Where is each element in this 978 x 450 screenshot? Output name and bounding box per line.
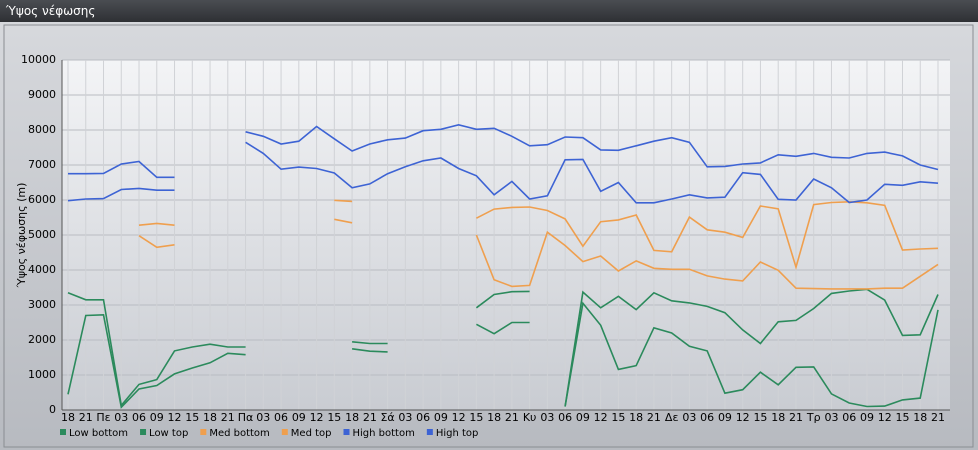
- x-tick-label: 12: [878, 411, 892, 424]
- legend-label: Med bottom: [209, 428, 269, 439]
- x-tick-label: 09: [434, 411, 448, 424]
- y-tick-label: 1000: [28, 368, 56, 381]
- x-tick-label: 21: [505, 411, 519, 424]
- y-tick-label: 5000: [28, 228, 56, 241]
- x-tick-label: 18: [913, 411, 927, 424]
- x-tick-label: Πα: [238, 411, 254, 424]
- x-tick-label: 12: [594, 411, 608, 424]
- y-tick-label: 4000: [28, 263, 56, 276]
- y-tick-label: 9000: [28, 88, 56, 101]
- x-tick-label: 15: [753, 411, 767, 424]
- series-line: [67, 301, 939, 409]
- series-line: [67, 141, 939, 204]
- x-tick-label: 15: [895, 411, 909, 424]
- y-tick-label: 0: [49, 403, 56, 416]
- x-tick-label: 06: [700, 411, 714, 424]
- x-tick-label: 21: [221, 411, 235, 424]
- series-line: [67, 288, 939, 408]
- x-tick-label: 03: [114, 411, 128, 424]
- series-line: [138, 218, 939, 290]
- x-tick-label: 21: [789, 411, 803, 424]
- legend-label: Low top: [149, 428, 188, 439]
- x-tick-label: 09: [150, 411, 164, 424]
- x-tick-label: 21: [647, 411, 661, 424]
- x-tick-label: 18: [771, 411, 785, 424]
- x-tick-label: 03: [824, 411, 838, 424]
- x-tick-label: 18: [487, 411, 501, 424]
- legend-swatch: [140, 429, 147, 435]
- x-tick-label: 03: [682, 411, 696, 424]
- x-tick-label: 06: [558, 411, 572, 424]
- x-tick-label: 18: [345, 411, 359, 424]
- y-tick-label: 2000: [28, 333, 56, 346]
- y-tick-label: 8000: [28, 123, 56, 136]
- legend-swatch: [426, 429, 433, 435]
- x-tick-label: 06: [416, 411, 430, 424]
- x-tick-label: 21: [363, 411, 377, 424]
- y-tick-label: 6000: [28, 193, 56, 206]
- legend-swatch: [200, 429, 207, 435]
- x-tick-label: 21: [931, 411, 945, 424]
- x-tick-label: Κυ: [523, 411, 537, 424]
- legend-swatch: [60, 429, 66, 435]
- x-tick-label: 12: [452, 411, 466, 424]
- title-bar: Ύψος νέφωσης: [0, 0, 978, 22]
- x-tick-label: 15: [185, 411, 199, 424]
- x-tick-label: 03: [256, 411, 270, 424]
- x-tick-label: 12: [168, 411, 182, 424]
- x-tick-label: 06: [842, 411, 856, 424]
- legend-label: High top: [436, 428, 479, 439]
- legend-label: High bottom: [353, 428, 415, 439]
- x-tick-label: 15: [327, 411, 341, 424]
- x-tick-label: 18: [203, 411, 217, 424]
- x-tick-label: Δε: [665, 411, 679, 424]
- y-axis-title: Ύψος νέφωσης (m): [15, 183, 28, 289]
- x-tick-label: 18: [61, 411, 75, 424]
- x-tick-label: 09: [576, 411, 590, 424]
- x-tick-label: 15: [469, 411, 483, 424]
- x-tick-label: Πε: [96, 411, 110, 424]
- series-line: [138, 199, 939, 271]
- legend-swatch: [343, 429, 350, 435]
- legend-label: Low bottom: [69, 428, 128, 439]
- x-tick-label: 06: [274, 411, 288, 424]
- x-tick-label: 03: [398, 411, 412, 424]
- x-tick-label: 09: [860, 411, 874, 424]
- x-tick-label: 18: [629, 411, 643, 424]
- legend-label: Med top: [291, 428, 332, 439]
- chart: Ύψος νέφωσης (m) 0 1000 2000 3000 4000 5000 60…: [3, 24, 974, 448]
- x-tick-label: 15: [611, 411, 625, 424]
- frame: [3, 24, 974, 448]
- legend-swatch: [281, 429, 288, 435]
- y-tick-label: 3000: [28, 298, 56, 311]
- y-tick-label: 7000: [28, 158, 56, 171]
- x-tick-label: 03: [540, 411, 554, 424]
- x-tick-label: Τρ: [806, 411, 821, 424]
- x-tick-label: 12: [310, 411, 324, 424]
- y-tick-label: 10000: [21, 53, 56, 66]
- x-tick-label: Σά: [380, 411, 394, 424]
- x-tick-label: 21: [79, 411, 93, 424]
- x-tick-label: 12: [736, 411, 750, 424]
- x-tick-label: 06: [132, 411, 146, 424]
- x-tick-label: 09: [718, 411, 732, 424]
- x-tick-label: 09: [292, 411, 306, 424]
- series-line: [68, 123, 939, 179]
